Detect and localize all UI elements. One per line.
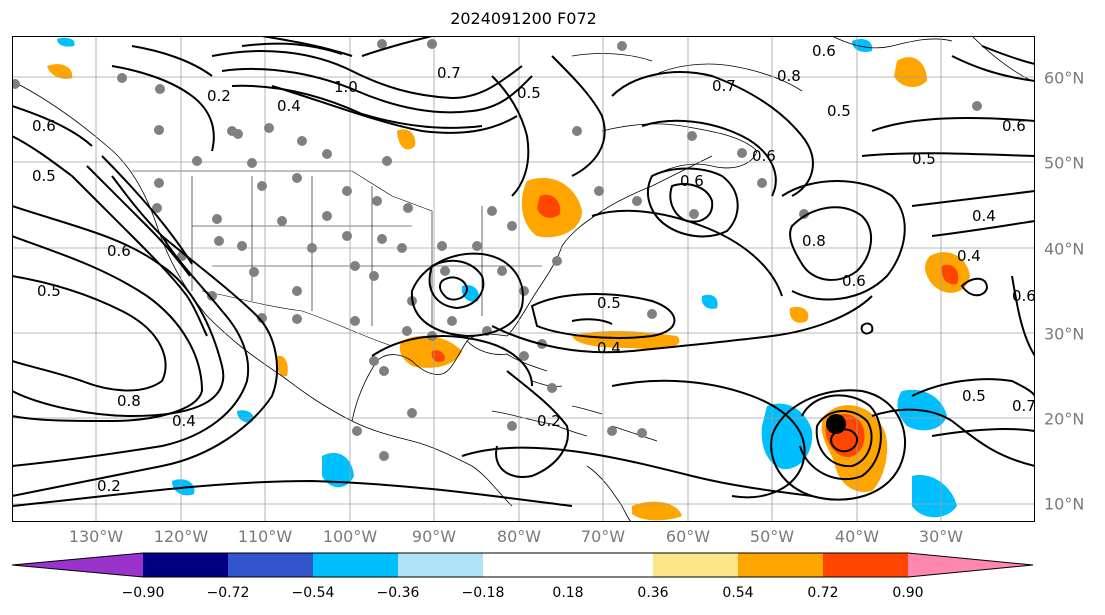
political-borders [132, 170, 542, 347]
colorbar-tick-label: −0.90 [121, 585, 165, 601]
map-title: 2024091200 F072 [450, 9, 597, 28]
colorbar-segment [143, 553, 228, 577]
colorbar-tick-label: −0.18 [461, 585, 505, 601]
lat-tick-label: 10°N [1044, 494, 1085, 514]
contour-label: 1.0 [334, 78, 358, 96]
coastlines [12, 36, 1033, 522]
contour-label: 0.4 [597, 339, 621, 357]
lat-tick-label: 30°N [1044, 324, 1085, 344]
patch-red [431, 350, 445, 362]
contour-label: 0.7 [437, 64, 461, 82]
patch-blue [322, 452, 354, 488]
patch-red [941, 264, 959, 285]
contour-label: 0.6 [107, 242, 131, 260]
lon-tick-label: 50°W [749, 527, 795, 546]
contour-label: 0.5 [912, 150, 936, 168]
map-panel: 0.2 0.2 0.2 0.4 0.4 0.4 0.4 0.4 0.5 0.5 … [12, 36, 1035, 522]
colorbar-tick-label: 0.18 [552, 585, 584, 601]
colorbar-tick-label: −0.54 [291, 585, 335, 601]
colorbar-tick-label: 0.72 [807, 585, 839, 601]
colorbar-tick-label: 0.90 [892, 585, 924, 601]
lon-tick-label: 130°W [68, 527, 124, 546]
contour-label: 0.6 [752, 147, 776, 165]
storm-center-marker [826, 414, 846, 434]
lon-tick-label: 90°W [411, 527, 457, 546]
patch-blue [912, 475, 957, 518]
lon-tick-label: 40°W [834, 527, 880, 546]
contour-label: 0.7 [712, 77, 736, 95]
patch-orange [47, 64, 73, 79]
lon-tick-label: 80°W [496, 527, 542, 546]
contour-label: 0.2 [537, 412, 561, 430]
colorbar-extend-low [12, 553, 143, 577]
contour-label: 0.4 [277, 97, 301, 115]
colorbar-segment [738, 553, 823, 577]
contour-label: 0.5 [597, 294, 621, 312]
contour-label: 0.4 [172, 412, 196, 430]
colorbar-segment [483, 553, 653, 577]
patch-blue [701, 294, 718, 309]
contour-label: 0.8 [777, 67, 801, 85]
colorbar [11, 552, 1034, 578]
contour-label: 0.6 [1002, 117, 1026, 135]
colorbar-extend-high [908, 553, 1033, 577]
contour-label: 0.6 [32, 117, 56, 135]
lon-tick-label: 30°W [918, 527, 964, 546]
colorbar-segment [398, 553, 483, 577]
patch-orange [632, 501, 682, 521]
contour-label: 0.6 [1012, 287, 1035, 305]
colorbar-segment [228, 553, 313, 577]
colorbar-tick-label: −0.36 [376, 585, 420, 601]
patch-orange [399, 335, 462, 368]
contour-label: 0.6 [812, 42, 836, 60]
patch-blue [237, 410, 254, 423]
patch-orange [789, 306, 809, 323]
contour-label: 0.6 [842, 272, 866, 290]
contour-label: 0.5 [517, 84, 541, 102]
contour-lines [12, 36, 1035, 507]
contour-label: 0.5 [962, 387, 986, 405]
lat-tick-label: 40°N [1044, 239, 1085, 259]
patch-orange [397, 129, 416, 150]
contour-label: 0.5 [32, 167, 56, 185]
contour-label: 0.2 [207, 87, 231, 105]
colorbar-segment [653, 553, 738, 577]
contour-label: 0.5 [37, 282, 61, 300]
patch-red [537, 194, 561, 218]
lon-tick-label: 60°W [665, 527, 711, 546]
lat-tick-label: 60°N [1044, 68, 1085, 88]
contour-label: 0.2 [97, 477, 121, 495]
contour-label: 0.6 [680, 172, 704, 190]
patch-orange [894, 57, 927, 88]
colorbar-tick-label: 0.36 [637, 585, 669, 601]
lon-tick-label: 120°W [153, 527, 209, 546]
contour-labels: 0.2 0.2 0.2 0.4 0.4 0.4 0.4 0.4 0.5 0.5 … [32, 42, 1035, 495]
colorbar-tick-label: 0.54 [722, 585, 754, 601]
lat-tick-label: 20°N [1044, 409, 1085, 429]
contour-label: 0.4 [957, 247, 981, 265]
lat-tick-label: 50°N [1044, 153, 1085, 173]
colorbar-segment [313, 553, 398, 577]
lon-tick-label: 110°W [237, 527, 293, 546]
patch-orange [276, 355, 288, 377]
lon-tick-label: 70°W [580, 527, 626, 546]
lon-tick-label: 100°W [322, 527, 378, 546]
colorbar-segment [823, 553, 908, 577]
contour-label: 0.5 [827, 102, 851, 120]
contour-label: 0.8 [117, 392, 141, 410]
colorbar-tick-label: −0.72 [206, 585, 250, 601]
station-dots [12, 39, 982, 461]
contour-label: 0.4 [972, 207, 996, 225]
patch-blue [761, 403, 813, 470]
patch-blue [57, 37, 75, 47]
contour-label: 0.7 [1012, 397, 1035, 415]
contour-label: 0.8 [802, 232, 826, 250]
